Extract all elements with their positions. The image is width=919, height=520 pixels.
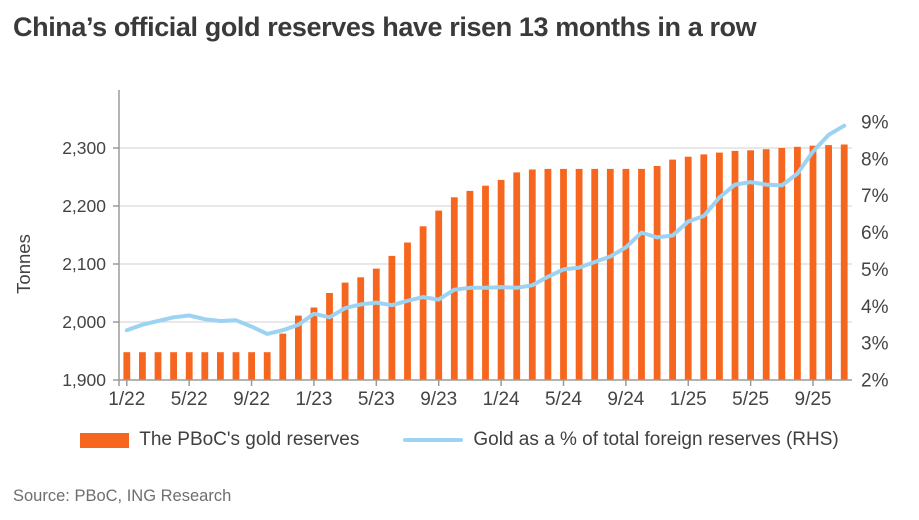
gold-reserves-bar — [372, 268, 380, 380]
gold-reserves-bar — [575, 168, 583, 380]
gold-reserves-bar — [700, 154, 708, 380]
gold-reserves-bar — [716, 152, 723, 380]
legend-label-gold-reserves: The PBoC's gold reserves — [139, 429, 360, 450]
gold-reserves-bar — [388, 255, 396, 380]
chart-legend: The PBoC's gold reserves Gold as a % of … — [0, 429, 919, 451]
x-axis-tick-label: 5/25 — [732, 389, 769, 410]
gold-reserves-bar — [295, 315, 302, 380]
gold-reserves-bar — [653, 166, 661, 380]
x-axis-tick-label: 5/22 — [171, 389, 208, 410]
gold-reserves-bar — [482, 185, 489, 380]
gold-share-line — [124, 123, 847, 336]
gold-reserves-bar — [778, 148, 786, 380]
gold-reserves-bar — [357, 277, 365, 380]
right-axis-tick-label: 7% — [861, 186, 889, 207]
left-axis-tick-label: 1,900 — [62, 370, 106, 390]
gold-reserves-bar — [684, 156, 692, 380]
x-axis-tick-label: 9/24 — [607, 389, 644, 410]
legend-swatch-bar — [80, 432, 130, 448]
gold-reserves-bar — [560, 168, 567, 380]
x-axis-tick-label: 1/25 — [670, 389, 707, 410]
x-axis-tick-label: 5/23 — [358, 389, 395, 410]
gold-reserves-bar — [404, 242, 411, 380]
x-axis-tick-label: 9/25 — [795, 389, 832, 410]
left-axis-tick-label: 2,100 — [62, 254, 106, 274]
gold-reserves-chart: 1,900 2,000 2,100 2,200 2,300 Tonnes 2% 3% 4% 5% 6… — [13, 90, 889, 410]
left-axis-tick-label: 2,200 — [62, 196, 106, 216]
gold-reserves-bar — [341, 282, 349, 380]
gold-reserves-bar — [825, 145, 832, 380]
gold-reserves-bar — [497, 179, 505, 380]
right-axis-tick-label: 2% — [861, 371, 889, 392]
gold-reserves-bar — [544, 168, 552, 380]
source-note: Source: PBoC, ING Research — [13, 487, 232, 505]
left-axis-tick-label: 2,300 — [62, 138, 106, 158]
legend-item-gold-reserves: The PBoC's gold reserves — [80, 429, 359, 451]
gold-reserves-bar — [528, 169, 536, 380]
legend-label-gold-share: Gold as a % of total foreign reserves (R… — [473, 429, 839, 450]
gold-reserves-bar — [466, 190, 474, 380]
gold-reserves-bar — [435, 210, 443, 380]
gold-reserves-bar — [263, 352, 271, 380]
left-axis-title: Tonnes — [13, 234, 34, 294]
gold-reserves-bar — [326, 293, 333, 380]
chart-title: China’s official gold reserves have rise… — [13, 12, 757, 42]
gold-reserves-bar — [591, 168, 599, 380]
left-axis-tick-label: 2,000 — [62, 312, 106, 332]
gold-reserves-bar — [622, 168, 630, 380]
right-axis-tick-label: 4% — [861, 297, 889, 318]
x-axis-tick-label: 1/24 — [483, 389, 520, 410]
legend-item-gold-share: Gold as a % of total foreign reserves (R… — [403, 429, 839, 451]
right-axis-tick-label: 3% — [861, 334, 889, 355]
gold-reserves-bar — [606, 168, 614, 380]
right-axis-tick-label: 6% — [861, 223, 889, 244]
gold-reserves-bar — [139, 352, 146, 380]
gold-reserves-bar — [123, 352, 131, 380]
gold-reserves-bar — [747, 150, 754, 380]
legend-swatch-line — [403, 438, 464, 442]
gold-reserves-bar — [638, 168, 645, 380]
right-axis-tick-label: 9% — [861, 112, 889, 133]
gold-reserves-bar — [840, 144, 848, 380]
gold-reserves-bar — [310, 307, 318, 380]
x-axis-tick-label: 9/23 — [420, 389, 457, 410]
x-axis-tick-label: 5/24 — [545, 389, 582, 410]
x-axis-tick-label: 1/23 — [295, 389, 332, 410]
gold-reserves-bar — [154, 352, 162, 380]
gold-reserves-bar — [217, 352, 224, 380]
gold-reserves-bar — [232, 352, 240, 380]
gold-reserves-bar — [513, 172, 521, 380]
gold-reserves-bar — [419, 226, 427, 380]
gold-reserves-bar — [279, 333, 287, 380]
right-axis-tick-label: 8% — [861, 149, 889, 170]
gold-reserves-bar — [762, 149, 770, 380]
gold-reserves-bar — [731, 150, 739, 380]
x-axis-tick-label: 1/22 — [108, 389, 145, 410]
gold-reserves-bar — [669, 159, 676, 380]
right-axis-tick-label: 5% — [861, 260, 889, 281]
gold-reserves-bar — [201, 352, 209, 380]
gold-reserves-bar — [170, 352, 177, 380]
gold-reserves-bar — [809, 145, 817, 380]
gold-reserves-bar — [185, 352, 193, 380]
gold-reserves-bar — [248, 352, 255, 380]
gold-reserves-bar — [794, 146, 801, 380]
x-axis-tick-label: 9/22 — [233, 389, 270, 410]
